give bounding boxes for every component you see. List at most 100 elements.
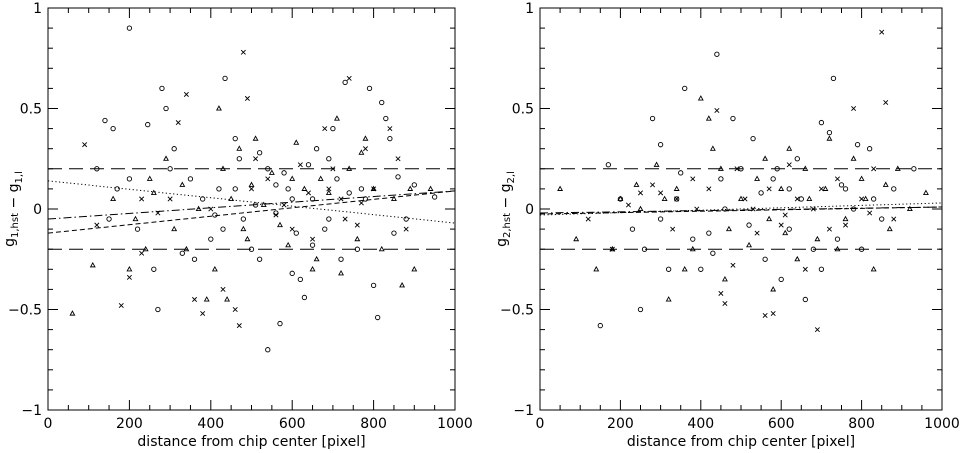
panel-1-point-cross [220,286,226,292]
panel-1-point-circle [102,117,108,124]
panel-2-point-cross [730,262,736,268]
panel-1-point-triangle [228,195,235,202]
panel-1-y-label-text: g [2,238,18,247]
panel-2-x-tick-label: 200 [607,416,634,432]
panel-2-point-cross [690,176,696,182]
panel-1-point-triangle [301,185,308,191]
panel-2-point-triangle [697,95,704,101]
panel-1-point-cross [326,186,332,192]
panel-2-point-triangle [870,265,877,272]
panel-1-point-circle [179,250,185,256]
panel-2-point-triangle [653,161,660,167]
panel-2-x-tick-label: 800 [848,416,875,432]
panel-2-point-cross [706,186,712,192]
panel-2-point-triangle [738,195,744,202]
panel-1-point-cross [118,302,124,308]
panel-1-point-cross [265,176,271,182]
panel-2-point-triangle [689,245,696,252]
panel-1-point-triangle [179,181,186,187]
panel-1-y-tick-label: −1 [21,403,42,419]
panel-1-point-circle [326,216,332,222]
panel-2-point-circle [830,75,837,82]
panel-1-point-circle [248,246,255,252]
panel-1-point-cross [387,126,393,132]
panel-1-point-triangle [89,261,96,268]
panel-1-point-triangle [277,221,283,228]
panel-1-point-cross [403,226,409,232]
panel-2-point-cross [810,206,816,212]
panel-2-point-circle [657,216,664,222]
panel-1-point-circle [338,256,344,262]
panel-1-point-circle [334,176,340,182]
panel-1-point-triangle [220,165,226,171]
panel-2-y-tick-label: −0.5 [500,303,534,319]
panel-1-point-cross [82,142,88,148]
panel-1-point-cross [139,250,145,256]
panel-2-point-triangle [882,181,889,187]
panel-1-point-triangle [293,139,300,145]
panel-1-point-triangle [146,175,153,181]
panel-1-point-circle [208,236,214,242]
panel-2-point-circle [674,196,680,202]
panel-2-point-circle [637,306,644,313]
panel-1-point-cross [208,206,214,212]
panel-1-y-tick-label: −0.5 [8,303,42,319]
panel-1-point-circle [167,166,173,172]
panel-2-y-tick-label: −1 [513,403,534,419]
panel-2-point-cross [637,190,644,196]
panel-1-point-circle [285,186,291,192]
panel-2-y-label-subscript: 2,hst [502,213,513,238]
panel-1-point-circle [362,196,369,202]
panel-2-point-triangle [766,215,773,222]
panel-1-point-circle [232,186,238,192]
panel-1-point-triangle [309,265,316,272]
panel-2-point-cross [754,230,760,236]
panel-2-point-circle [798,196,804,202]
panel-2-point-circle [786,226,792,232]
panel-2-point-triangle [681,265,688,272]
panel-2-point-triangle [573,235,580,242]
panel-1-point-triangle [390,195,397,202]
panel-2-point-triangle [637,205,644,212]
panel-1-point-cross [342,216,348,222]
panel-2-point-cross [670,226,676,232]
panel-2-point-cross [871,166,877,172]
panel-2-y-tick-label: 0.5 [512,102,534,118]
panel-2-point-cross [859,196,865,202]
panel-1-point-circle [305,162,312,168]
panel-1-fit-line-dashdot [47,190,456,220]
panel-1-point-triangle [236,145,243,151]
panel-2-point-circle [871,196,877,202]
panel-2-point-triangle [754,175,761,181]
panel-1-point-circle [240,216,247,222]
panel-1-point-cross [192,296,198,302]
panel-1-point-circle [155,306,161,313]
panel-1-point-circle [289,270,295,276]
panel-1-point-triangle [378,245,385,252]
panel-1-point-circle [375,314,381,321]
panel-1-point-circle [134,226,141,232]
panel-2-point-triangle [770,286,777,292]
panel-2-point-circle [750,135,756,142]
panel-2-point-cross [766,186,772,192]
panel-1-x-axis-label: distance from chip center [pixel] [137,434,365,450]
panel-1-y-tick-label: 0.5 [20,102,42,118]
panel-1-point-circle [163,105,169,112]
panel-2-point-circle [810,246,817,252]
panel-2-point-circle [774,166,780,172]
panel-1-point-cross [175,120,181,126]
panel-2-point-circle [678,170,684,176]
panel-2-point-triangle [665,296,672,302]
panel-2-point-circle [911,166,917,172]
panel-2-point-cross [867,210,873,216]
panel-2-point-cross [718,290,724,296]
panel-1-point-circle [366,85,373,92]
panel-2-point-circle [690,236,696,242]
panel-2-point-triangle [746,241,753,248]
panel-1-point-triangle [150,189,157,195]
panel-2-point-triangle [794,255,801,262]
panel-1-point-circle [200,196,206,202]
panel-2-point-circle [778,276,784,282]
panel-2-point-circle [706,230,712,236]
panel-2-point-circle [738,166,744,172]
